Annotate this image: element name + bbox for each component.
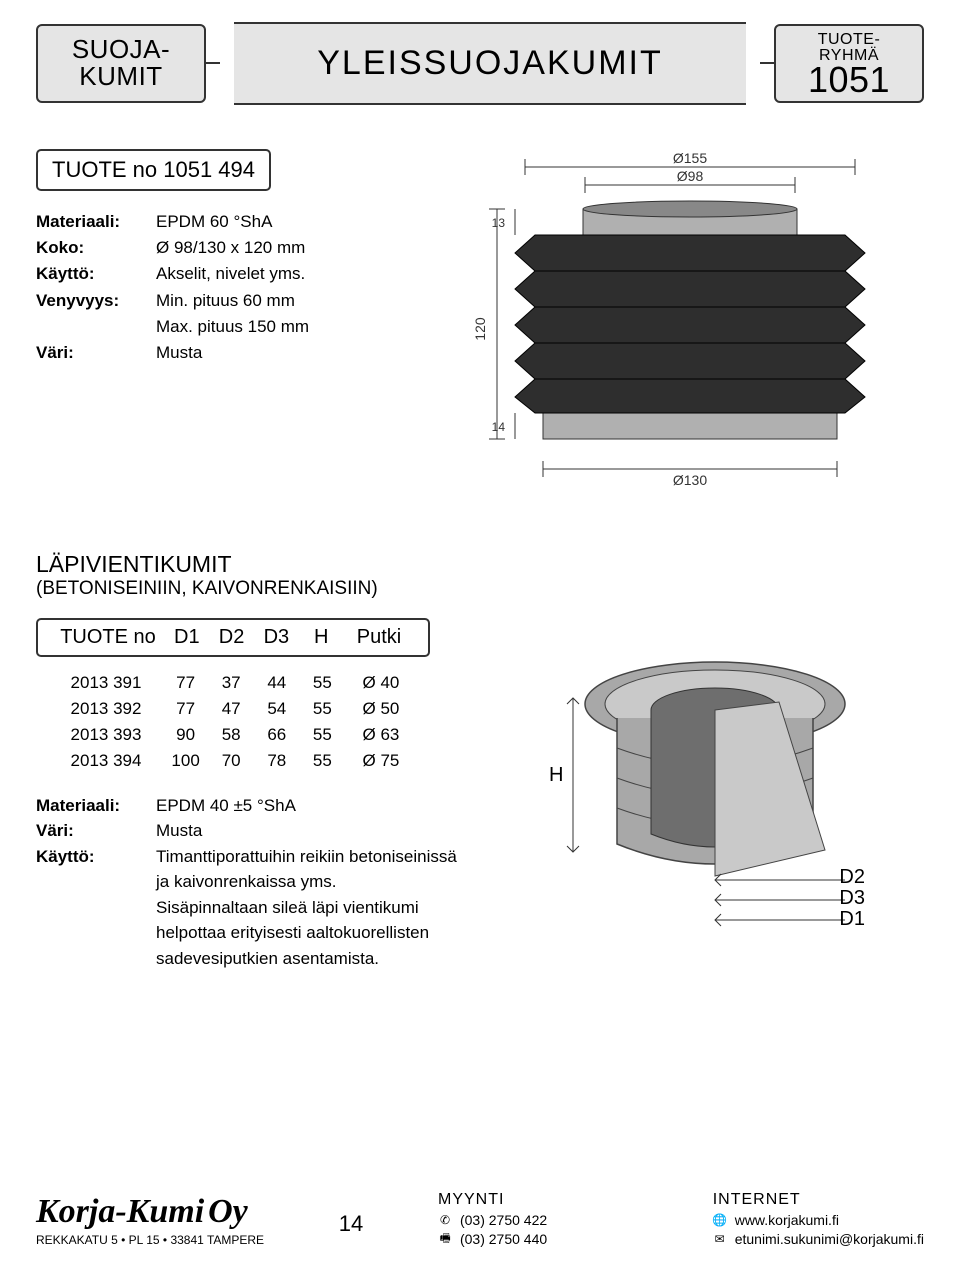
spec-key <box>36 895 156 972</box>
header-category: SUOJA-KUMIT <box>36 24 206 103</box>
cell: 2013 393 <box>50 725 162 745</box>
product-spec-list: Materiaali:EPDM 60 °ShAKoko:Ø 98/130 x 1… <box>36 209 396 367</box>
cell: 37 <box>209 673 253 693</box>
cell: Ø 50 <box>346 699 416 719</box>
spec-val: Musta <box>156 818 466 844</box>
phone-icon: ✆ <box>438 1213 452 1227</box>
spec-val: Musta <box>156 340 396 366</box>
spec-val: EPDM 60 °ShA <box>156 209 396 235</box>
table-row: 2013 394100707855Ø 75 <box>50 751 416 771</box>
cell: 2013 392 <box>50 699 162 719</box>
hdr-left-l1: SUOJA- <box>72 34 170 64</box>
page-footer: Korja-Kumi Oy REKKAKATU 5 • PL 15 • 3384… <box>36 1191 924 1247</box>
dim-d130: Ø130 <box>673 472 707 488</box>
spec-key: Väri: <box>36 340 156 366</box>
page-number: 14 <box>339 1211 363 1237</box>
cell: 47 <box>209 699 253 719</box>
cell: Ø 75 <box>346 751 416 771</box>
dim-d98: Ø98 <box>677 168 704 184</box>
cell: 58 <box>209 725 253 745</box>
section-title: LÄPIVIENTIKUMIT <box>36 551 924 578</box>
spec-val: Timanttiporattuihin reikiin betoniseinis… <box>156 844 466 895</box>
cell: 44 <box>255 673 299 693</box>
hdr-conn-left <box>206 62 220 64</box>
table-body: 2013 39177374455Ø 402013 39277475455Ø 50… <box>36 673 430 771</box>
cell: 70 <box>209 751 253 771</box>
table-row: 2013 39390586655Ø 63 <box>50 725 416 745</box>
spec-val: Max. pituus 150 mm <box>156 314 396 340</box>
product2-spec-list: Materiaali:EPDM 40 ±5 °ShAVäri:MustaKäyt… <box>36 793 466 972</box>
col-h: D2 <box>210 626 254 649</box>
header-title-box: YLEISSUOJAKUMIT <box>234 24 746 103</box>
footer-tel: (03) 2750 422 <box>460 1212 547 1228</box>
hdr-group-num: 1051 <box>808 62 890 98</box>
globe-icon: 🌐 <box>713 1213 727 1227</box>
cell: 90 <box>164 725 208 745</box>
cell: 55 <box>300 725 344 745</box>
cell: 78 <box>255 751 299 771</box>
brand-oy: Oy <box>208 1193 248 1230</box>
table-header: TUOTE noD1D2D3HPutki <box>36 618 430 657</box>
product-number-box: TUOTE no 1051 494 <box>36 149 271 191</box>
hdr-left-l2: KUMIT <box>79 61 162 91</box>
col-h: TUOTE no <box>52 626 164 649</box>
spec-val: Min. pituus 60 mm <box>156 288 396 314</box>
cell: Ø 63 <box>346 725 416 745</box>
cell: 2013 391 <box>50 673 162 693</box>
spec-val: Ø 98/130 x 120 mm <box>156 235 396 261</box>
page-title: YLEISSUOJAKUMIT <box>285 44 695 83</box>
brand-logo: Korja-Kumi <box>36 1193 204 1230</box>
hdr-right-l1: TUOTE- <box>818 32 881 48</box>
section-sub: (BETONISEINIIN, KAIVONRENKAISIIN) <box>36 578 924 600</box>
hdr-conn-right <box>760 62 774 64</box>
spec-key <box>36 314 156 340</box>
mail-icon: ✉ <box>713 1232 727 1246</box>
cell: 55 <box>300 699 344 719</box>
cell: 54 <box>255 699 299 719</box>
lbl-D3: D3 <box>839 887 865 910</box>
cell: 77 <box>164 673 208 693</box>
spec-val: EPDM 40 ±5 °ShA <box>156 793 466 819</box>
spec-key: Materiaali: <box>36 793 156 819</box>
footer-www: www.korjakumi.fi <box>735 1212 839 1228</box>
lbl-D1: D1 <box>839 908 865 931</box>
col-h: D3 <box>254 626 298 649</box>
cell: 66 <box>255 725 299 745</box>
col-h: H <box>299 626 343 649</box>
lbl-D2: D2 <box>839 866 865 889</box>
spec-key: Käyttö: <box>36 261 156 287</box>
header-row: SUOJA-KUMIT YLEISSUOJAKUMIT TUOTE- RYHMÄ… <box>36 24 924 103</box>
lbl-H: H <box>549 764 563 787</box>
footer-address: REKKAKATU 5 • PL 15 • 33841 TAMPERE <box>36 1233 264 1247</box>
spec-val: Akselit, nivelet yms. <box>156 261 396 287</box>
fax-icon: 🖷 <box>438 1232 452 1246</box>
cell: 100 <box>164 751 208 771</box>
header-group-box: TUOTE- RYHMÄ 1051 <box>774 24 924 103</box>
footer-mail: etunimi.sukunimi@korjakumi.fi <box>735 1231 924 1247</box>
footer-fax: (03) 2750 440 <box>460 1231 547 1247</box>
cell: 2013 394 <box>50 751 162 771</box>
spec-key: Venyvyys: <box>36 288 156 314</box>
spec-key: Materiaali: <box>36 209 156 235</box>
dim-t13: 13 <box>492 216 506 230</box>
dim-t14: 14 <box>492 420 506 434</box>
spec-val: Sisäpinnaltaan sileä läpi vientikumi hel… <box>156 895 466 972</box>
cell: 55 <box>300 673 344 693</box>
dim-d155: Ø155 <box>673 150 707 166</box>
grommet-diagram <box>525 644 865 944</box>
bellows-diagram: Ø155 Ø98 120 13 14 <box>445 149 875 489</box>
table-row: 2013 39277475455Ø 50 <box>50 699 416 719</box>
dim-h120: 120 <box>472 317 488 341</box>
cell: Ø 40 <box>346 673 416 693</box>
footer-net-h: INTERNET <box>713 1191 924 1209</box>
spec-key: Väri: <box>36 818 156 844</box>
spec-key: Koko: <box>36 235 156 261</box>
cell: 77 <box>164 699 208 719</box>
footer-sales-h: MYYNTI <box>438 1191 638 1209</box>
table-row: 2013 39177374455Ø 40 <box>50 673 416 693</box>
spec-key: Käyttö: <box>36 844 156 895</box>
cell: 55 <box>300 751 344 771</box>
col-h: D1 <box>165 626 209 649</box>
col-h: Putki <box>344 626 414 649</box>
